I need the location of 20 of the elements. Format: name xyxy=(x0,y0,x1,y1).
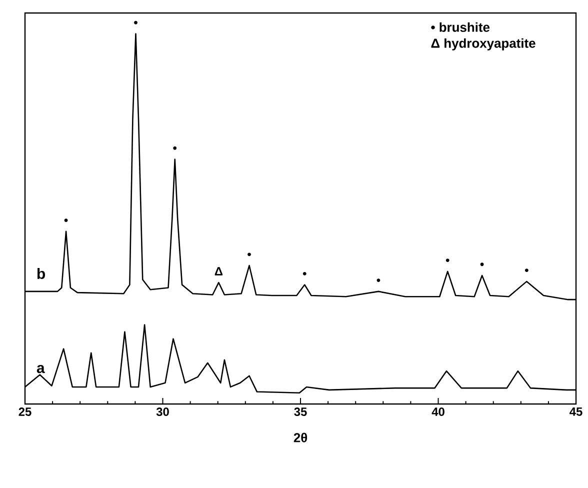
annotation: • xyxy=(376,278,380,282)
annotation: • xyxy=(64,218,68,222)
annotation: • xyxy=(524,268,528,272)
series-label: a xyxy=(36,364,45,374)
text: • brushite xyxy=(431,22,490,32)
x-tick-label: 45 xyxy=(570,408,582,416)
x-axis-title: 2θ xyxy=(294,432,308,442)
x-tick-label: 35 xyxy=(294,408,307,416)
annotation: • xyxy=(248,252,251,256)
x-tick-label: 30 xyxy=(156,408,169,416)
annotation: Δ hydroxyapatite xyxy=(431,38,536,50)
series-label: b xyxy=(37,268,46,279)
annotation: Δ xyxy=(214,267,222,276)
annotation: • xyxy=(173,146,177,150)
annotation: • xyxy=(446,258,450,262)
annotation: • xyxy=(302,272,306,276)
annotation: • xyxy=(480,262,484,266)
x-tick-label: 40 xyxy=(432,408,444,416)
annotation: • xyxy=(134,20,138,24)
x-tick-label: 25 xyxy=(18,408,32,416)
